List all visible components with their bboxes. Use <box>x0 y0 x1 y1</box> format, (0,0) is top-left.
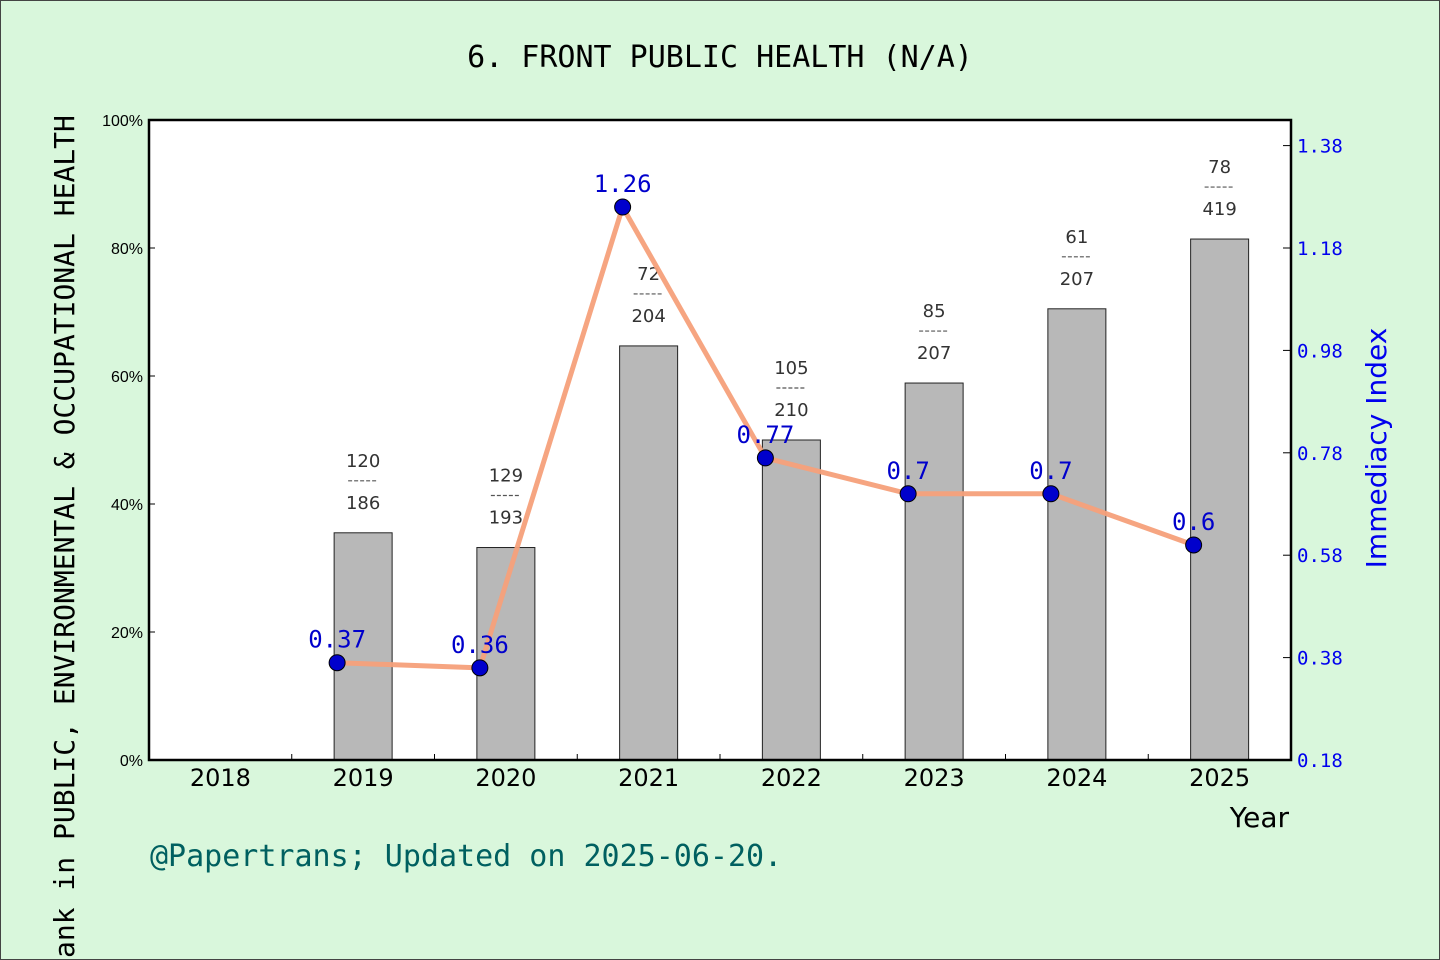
right-tick-label: 0.98 <box>1297 340 1343 362</box>
immediacy-label: 0.7 <box>1029 457 1072 485</box>
bar-rank-label: 61 <box>1065 227 1088 248</box>
bar-2021 <box>619 345 679 761</box>
x-axis-label: Year <box>1229 801 1290 834</box>
chart-title: 6. FRONT PUBLIC HEALTH (N/A) <box>467 40 973 75</box>
immediacy-point-2020 <box>471 659 489 677</box>
bar-rank-label: 72 <box>637 264 660 285</box>
bar-total-label: 207 <box>917 343 951 364</box>
x-tick-label: 2024 <box>1046 764 1107 792</box>
immediacy-point-2022 <box>756 449 774 467</box>
immediacy-point-2021 <box>614 198 632 216</box>
immediacy-label: 0.6 <box>1172 508 1215 536</box>
bar-rank-label: 120 <box>346 451 380 472</box>
bar-2022 <box>761 439 821 761</box>
right-tick-label: 1.18 <box>1297 238 1343 260</box>
bar-total-label: 186 <box>346 493 380 514</box>
left-tick-label: 0% <box>120 753 143 770</box>
footer-note: @Papertrans; Updated on 2025-06-20. <box>150 839 782 874</box>
bar-rank-label: 78 <box>1208 157 1231 178</box>
x-tick-label: 2018 <box>190 764 251 792</box>
x-tick-label: 2022 <box>761 764 822 792</box>
immediacy-point-2023 <box>899 485 917 503</box>
right-tick-label: 0.78 <box>1297 443 1343 465</box>
right-tick-label: 0.58 <box>1297 545 1343 567</box>
bar-rank-label: 105 <box>774 358 808 379</box>
bar-total-label: 204 <box>631 306 665 327</box>
bar-2024 <box>1047 308 1107 761</box>
left-axis-label: ank in PUBLIC, ENVIRONMENTAL & OCCUPATIO… <box>48 115 81 958</box>
immediacy-point-2025 <box>1185 536 1203 554</box>
x-tick-label: 2025 <box>1189 764 1250 792</box>
bar-rank-label: 129 <box>489 466 523 487</box>
immediacy-label: 0.37 <box>308 626 366 654</box>
immediacy-point-2024 <box>1042 485 1060 503</box>
x-tick-label: 2020 <box>475 764 536 792</box>
plot-area: 120 186 129 193 72 204 105 210 85 207 61 207 78 419 0.… <box>48 113 1393 958</box>
plot-background <box>149 120 1291 760</box>
left-tick-label: 80% <box>111 241 143 258</box>
immediacy-point-2019 <box>328 654 346 672</box>
right-tick-label: 0.18 <box>1297 750 1343 772</box>
bar-total-label: 210 <box>774 400 808 421</box>
left-tick-label: 60% <box>111 369 143 386</box>
bar-rank-label: 85 <box>923 301 946 322</box>
right-tick-label: 0.38 <box>1297 648 1343 670</box>
right-tick-label: 1.38 <box>1297 136 1343 158</box>
left-tick-label: 40% <box>111 497 143 514</box>
right-axis-label: Immediacy Index <box>1360 328 1393 569</box>
immediacy-label: 0.77 <box>736 421 794 449</box>
immediacy-label: 0.36 <box>451 631 509 659</box>
bar-total-label: 193 <box>489 508 523 529</box>
bar-total-label: 207 <box>1060 269 1094 290</box>
immediacy-label: 1.26 <box>594 170 652 198</box>
bar-2019 <box>333 532 393 761</box>
bar-2025 <box>1190 238 1250 761</box>
x-tick-label: 2021 <box>618 764 679 792</box>
bar-total-label: 419 <box>1202 199 1236 220</box>
immediacy-label: 0.7 <box>886 457 929 485</box>
left-tick-label: 20% <box>111 625 143 642</box>
x-tick-label: 2023 <box>904 764 965 792</box>
left-tick-label: 100% <box>102 113 143 130</box>
x-tick-label: 2019 <box>333 764 394 792</box>
bar-2023 <box>904 382 964 761</box>
